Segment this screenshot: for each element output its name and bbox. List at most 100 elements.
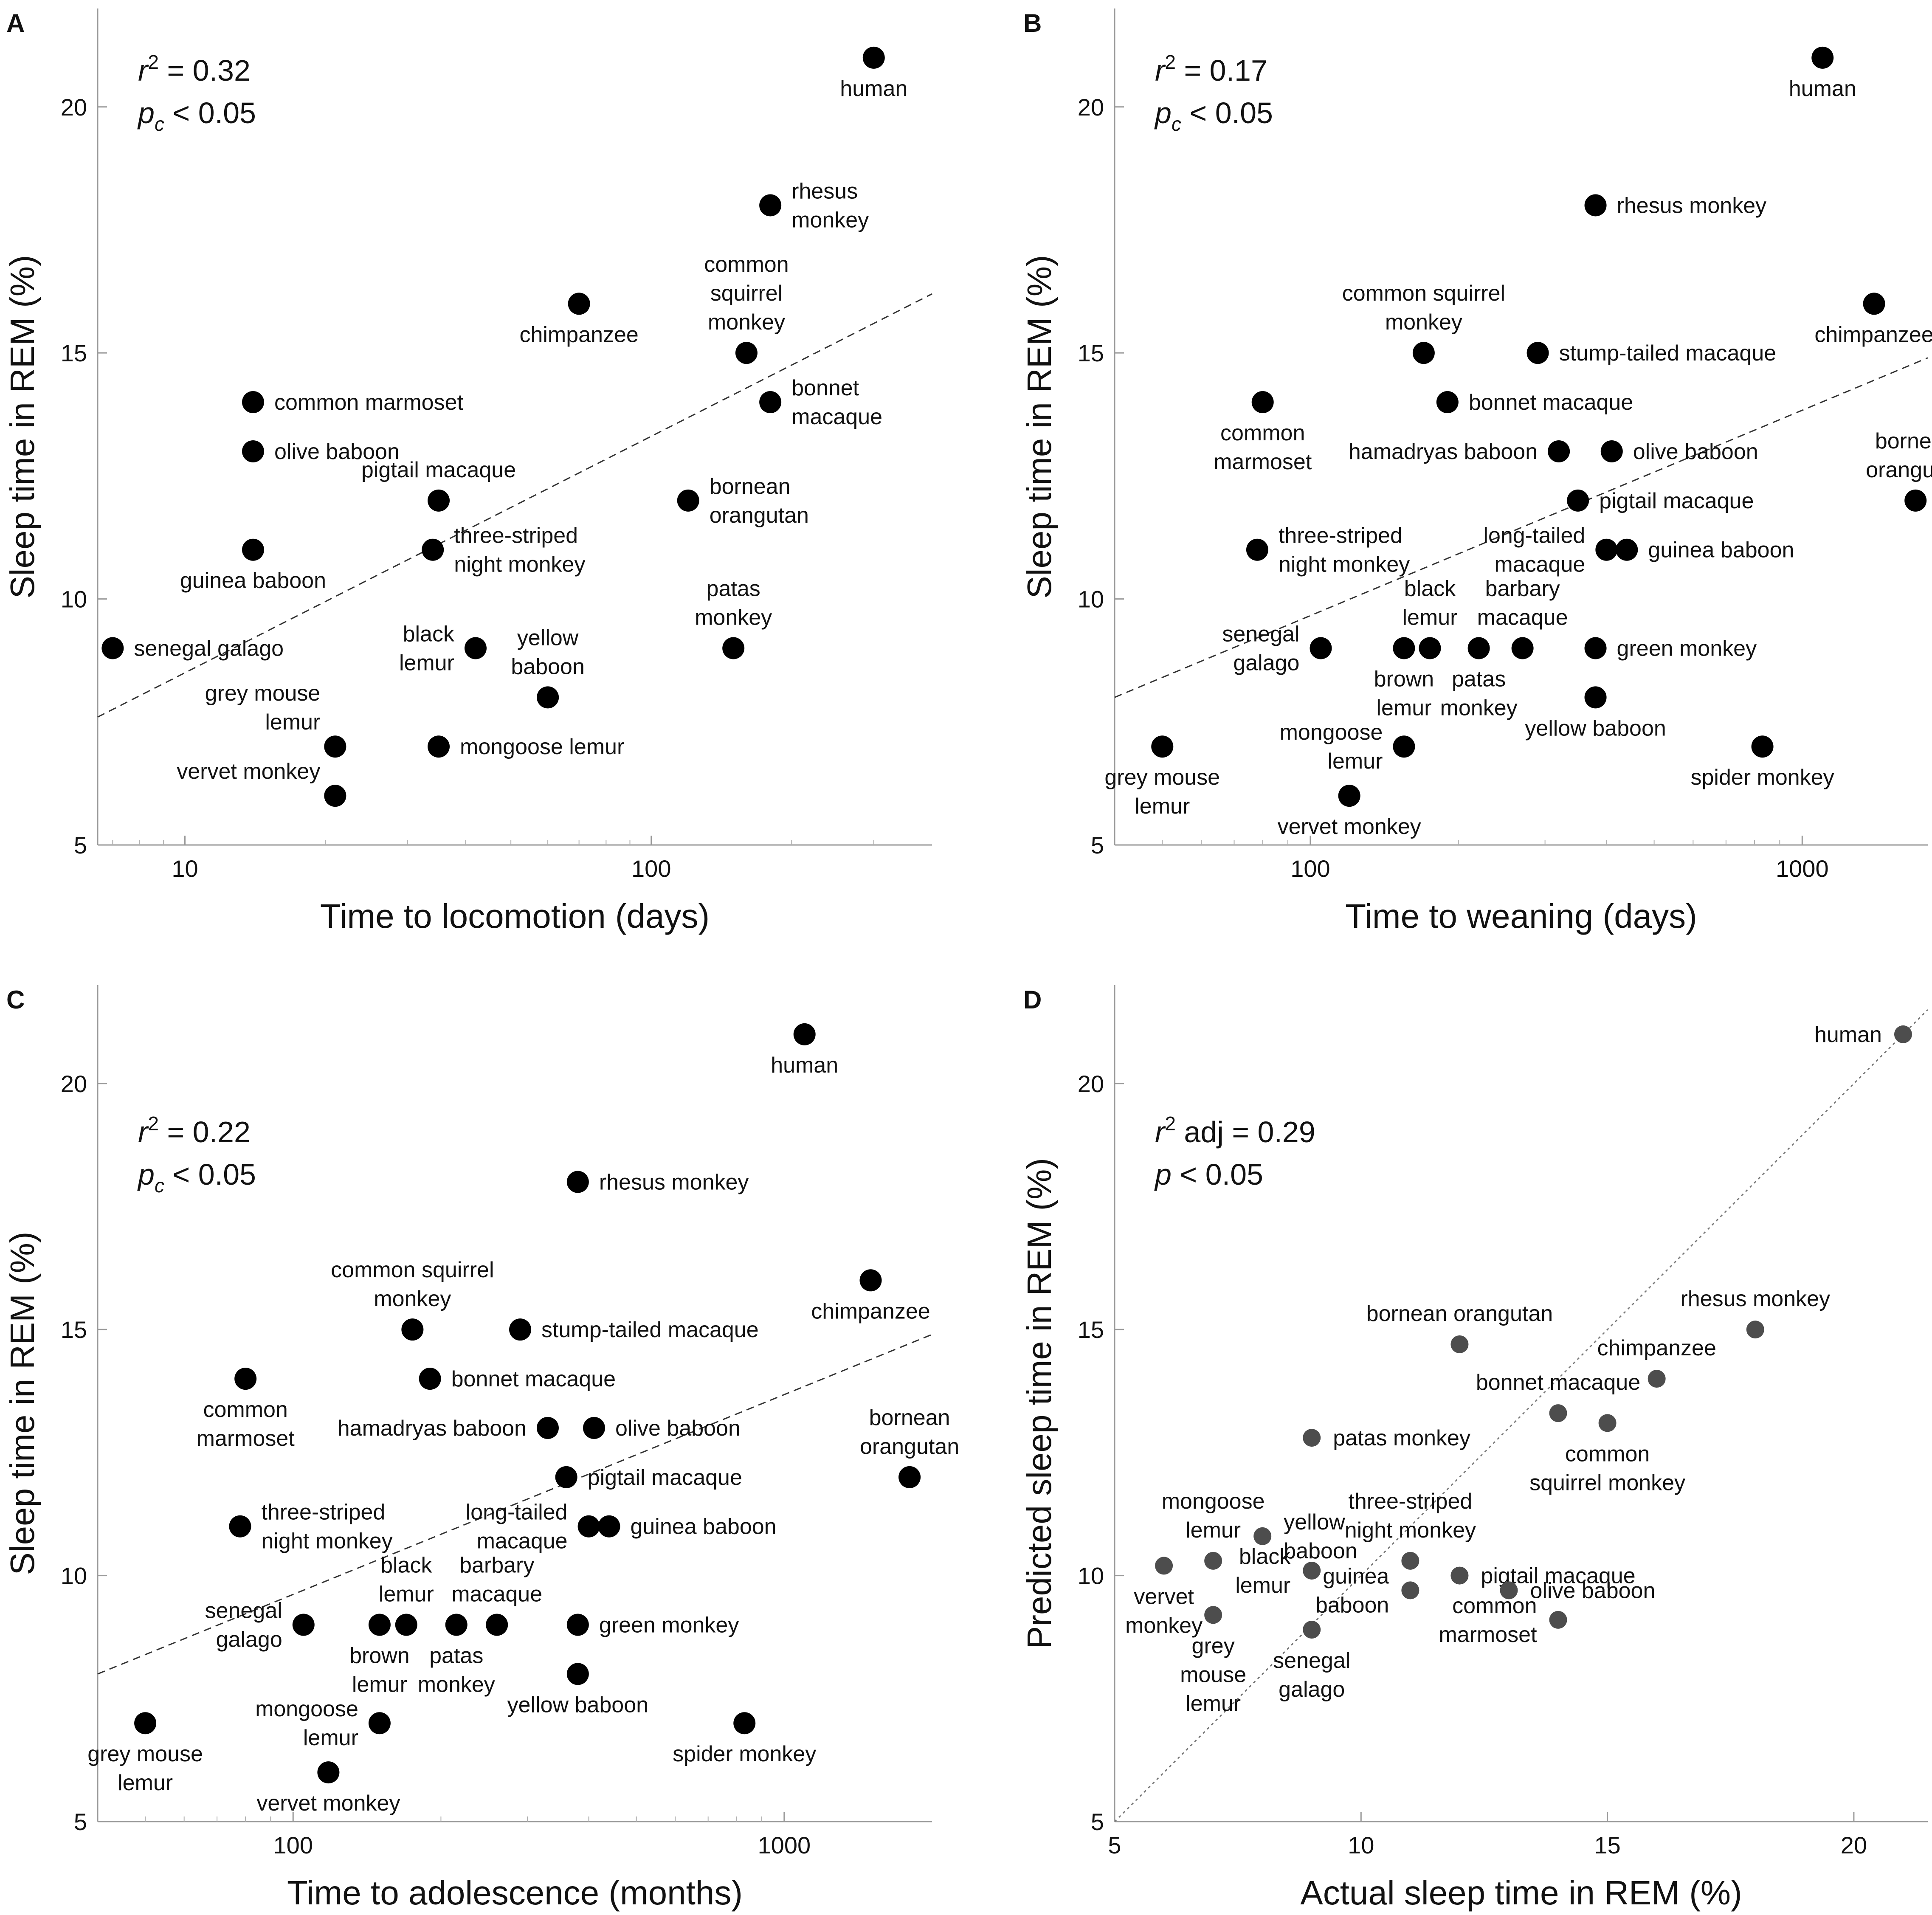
data-point (317, 1761, 340, 1784)
point-label: mongoose lemur (1162, 1489, 1265, 1543)
data-point (401, 1318, 424, 1341)
data-point (419, 1368, 441, 1390)
data-point (1303, 1621, 1321, 1639)
x-tick-label: 100 (273, 1832, 313, 1859)
y-tick-label: 10 (61, 1563, 87, 1589)
point-label: common squirrel monkey (331, 1258, 494, 1311)
data-point (566, 1171, 589, 1193)
point-label: olive baboon (615, 1416, 741, 1441)
data-point (536, 1417, 559, 1439)
data-point (722, 637, 745, 659)
data-point (793, 1023, 816, 1045)
data-point (1616, 538, 1638, 561)
y-tick-label: 5 (1091, 832, 1104, 859)
data-point (1584, 686, 1607, 709)
data-point (1246, 538, 1268, 561)
identity-line (1114, 1009, 1929, 1822)
point-label: olive baboon (1633, 439, 1758, 464)
data-point (1746, 1321, 1764, 1339)
data-point (1251, 391, 1274, 414)
data-point (1204, 1606, 1222, 1624)
y-tick-label: 15 (1078, 340, 1104, 366)
point-label: chimpanzee (1814, 322, 1932, 347)
data-point (537, 686, 559, 709)
data-point (1526, 342, 1549, 364)
point-label: brown lemur (1374, 667, 1434, 720)
y-tick-label: 15 (1078, 1316, 1104, 1343)
panel-a: A 5 10 15 20 10 100 Time to locomotion (days) Sl… (3, 8, 932, 935)
p-value-label: pc < 0.05 (137, 1158, 256, 1197)
data-point (1204, 1552, 1222, 1570)
point-label: human (1789, 76, 1856, 101)
point-label: brown lemur (349, 1643, 410, 1697)
data-point (1419, 637, 1441, 659)
point-label: yellow baboon (1525, 716, 1666, 741)
data-point (234, 1368, 257, 1390)
y-axis-title: Sleep time in REM (%) (1020, 255, 1058, 598)
point-label: olive baboon (1530, 1578, 1655, 1603)
point-label: rhesus monkey (1617, 194, 1767, 218)
point-label: stump-tailed macaque (541, 1318, 759, 1342)
point-label: patas monkey (695, 576, 772, 630)
panel-label: C (6, 986, 25, 1014)
data-point (1549, 1404, 1567, 1422)
x-tick-label: 100 (631, 855, 671, 882)
point-label: common marmoset (1439, 1594, 1537, 1647)
y-tick-label: 20 (1078, 1070, 1104, 1097)
x-tick-label: 10 (1348, 1832, 1374, 1859)
r-squared-label: r2 = 0.32 (138, 51, 251, 87)
data-point (292, 1614, 315, 1636)
data-point (1310, 637, 1332, 659)
point-label: barbary macaque (451, 1553, 542, 1606)
data-point (422, 538, 444, 561)
point-label: rhesus monkey (599, 1170, 749, 1195)
data-point (577, 1515, 600, 1538)
data-point (1584, 637, 1607, 659)
data-point (583, 1417, 605, 1439)
point-label: chimpanzee (519, 322, 638, 347)
point-label: patas monkey (1440, 667, 1518, 720)
point-label: black lemur (379, 1553, 434, 1606)
point-label: chimpanzee (1597, 1336, 1716, 1360)
point-label: senegal galago (134, 636, 284, 661)
point-label: yellow baboon (511, 625, 585, 679)
x-tick-label: 1000 (1776, 855, 1829, 882)
point-label: vervet monkey (1278, 814, 1421, 839)
data-point (242, 440, 264, 462)
y-tick-label: 10 (61, 586, 87, 613)
point-label: vervet monkey (1125, 1584, 1203, 1638)
data-point (862, 46, 885, 69)
point-label: bonnet macaque (1476, 1370, 1640, 1395)
data-point (1436, 391, 1459, 414)
data-point (242, 391, 264, 414)
point-label: bonnet macaque (451, 1367, 616, 1391)
data-point (733, 1712, 756, 1735)
x-axis-title: Time to weaning (days) (1345, 897, 1697, 935)
data-point (229, 1515, 251, 1538)
point-label: human (771, 1053, 838, 1078)
data-point (509, 1318, 532, 1341)
point-label: common squirrel monkey (704, 252, 789, 335)
x-tick-label: 20 (1841, 1832, 1867, 1859)
point-label: grey mouse lemur (1180, 1633, 1246, 1716)
x-axis-title: Actual sleep time in REM (%) (1300, 1874, 1742, 1912)
y-axis-title: Predicted sleep time in REM (%) (1020, 1158, 1058, 1649)
data-point (1600, 440, 1623, 462)
y-tick-label: 10 (1078, 586, 1104, 613)
point-label: green monkey (1617, 636, 1757, 661)
data-point (324, 785, 346, 807)
data-point (1338, 785, 1360, 807)
data-point (134, 1712, 157, 1735)
point-label: rhesus monkey (791, 179, 869, 233)
data-point (1567, 489, 1589, 512)
data-point (1450, 1335, 1469, 1353)
point-label: grey mouse lemur (1104, 765, 1220, 819)
p-value-label: p < 0.05 (1154, 1158, 1263, 1191)
point-label: common squirrel monkey (1342, 281, 1505, 335)
point-label: pigtail macaque (588, 1465, 742, 1490)
y-tick-label: 15 (61, 1316, 87, 1343)
panel-label: A (6, 9, 25, 37)
panel-label: B (1023, 9, 1042, 37)
